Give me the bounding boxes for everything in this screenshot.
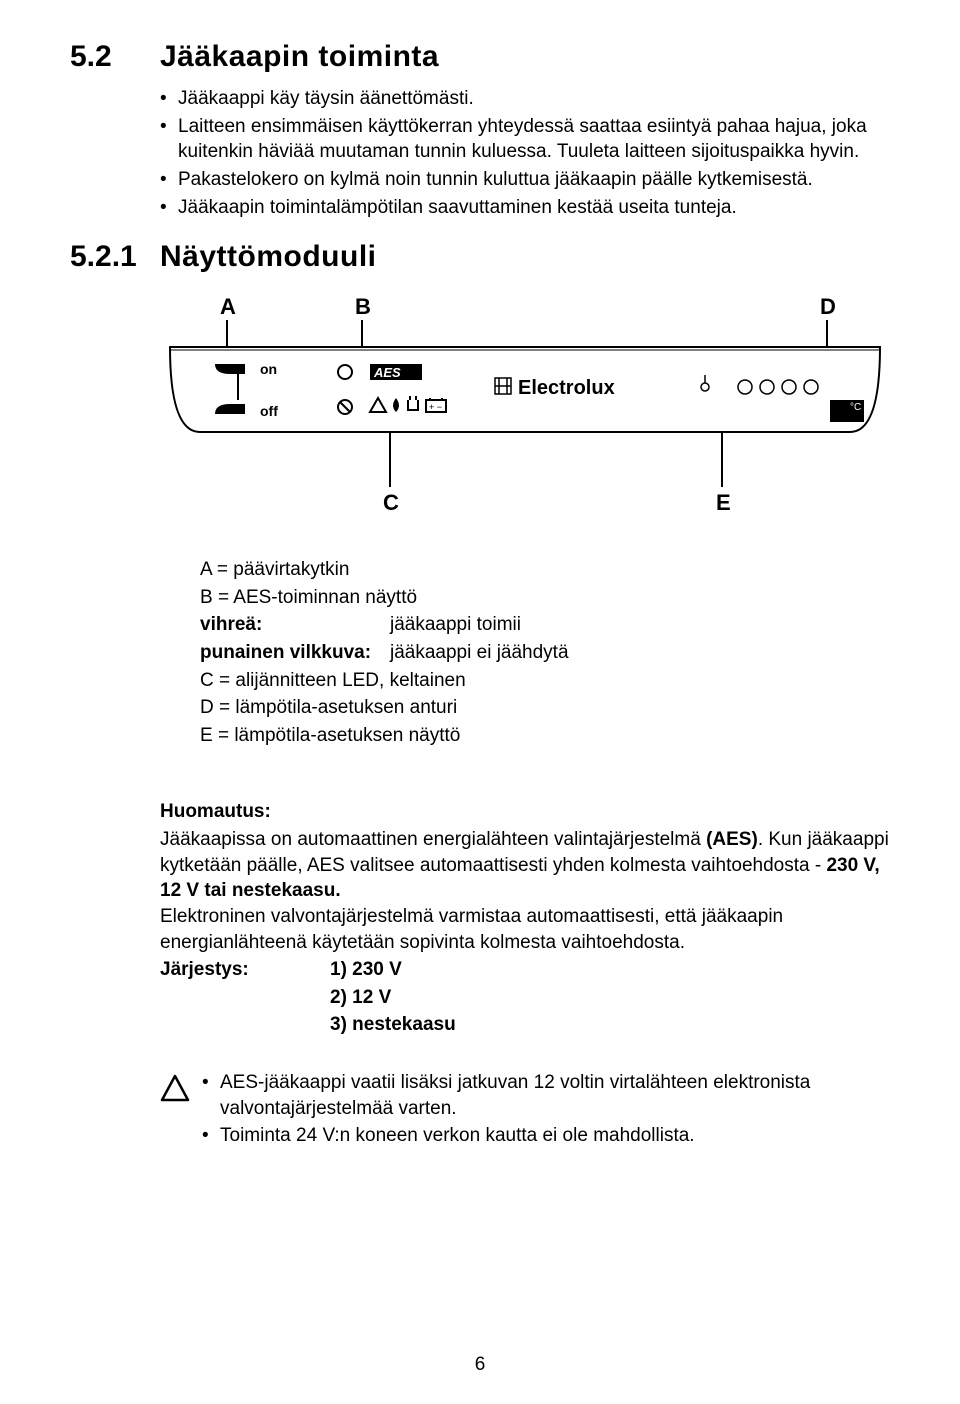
bullet-text: Jääkaapin toimintalämpötilan saavuttamin… — [178, 195, 737, 221]
label-d: D — [820, 294, 836, 319]
section-number: 5.2 — [70, 40, 160, 74]
note-p1a: Jääkaapissa on automaattinen energialäht… — [160, 829, 706, 850]
warning-triangle-icon — [160, 1070, 202, 1151]
svg-text:Electrolux: Electrolux — [518, 377, 615, 399]
bullet-item: • Pakastelokero on kylmä noin tunnin kul… — [160, 167, 890, 193]
order-1: 1) 230 V — [330, 957, 456, 983]
bullet-dot: • — [202, 1070, 220, 1121]
bullet-item: • Laitteen ensimmäisen käyttökerran yhte… — [160, 114, 890, 165]
warn-bullet: • AES-jääkaappi vaatii lisäksi jatkuvan … — [202, 1070, 890, 1121]
def-punainen-val: jääkaappi ei jäähdytä — [390, 640, 569, 667]
label-a: A — [220, 294, 236, 319]
svg-text:°C: °C — [850, 402, 861, 413]
warn-b2: Toiminta 24 V:n koneen verkon kautta ei … — [220, 1123, 695, 1149]
section-title: Jääkaapin toiminta — [160, 40, 439, 74]
definitions-list: A = päävirtakytkin B = AES-toiminnan näy… — [200, 557, 890, 749]
bullet-dot: • — [202, 1123, 220, 1149]
label-e: E — [716, 490, 731, 515]
def-vihrea-val: jääkaappi toimii — [390, 612, 521, 639]
bullet-text: Jääkaappi käy täysin äänettömästi. — [178, 86, 474, 112]
temp-display-icon: °C — [830, 400, 864, 422]
def-e: E = lämpötila-asetuksen näyttö — [200, 723, 890, 750]
bullet-text: Laitteen ensimmäisen käyttökerran yhteyd… — [178, 114, 890, 165]
note-p2: Elektroninen valvontajärjestelmä varmist… — [160, 904, 890, 955]
def-a: A = päävirtakytkin — [200, 557, 890, 584]
page-number: 6 — [0, 1354, 960, 1376]
bullet-item: • Jääkaapin toimintalämpötilan saavuttam… — [160, 195, 890, 221]
subsection-number: 5.2.1 — [70, 240, 160, 274]
def-b: B = AES-toiminnan näyttö — [200, 585, 890, 612]
order-label: Järjestys: — [160, 957, 330, 1040]
bullet-dot: • — [160, 167, 178, 193]
note-title: Huomautus: — [160, 799, 890, 825]
section-bullets: • Jääkaappi käy täysin äänettömästi. • L… — [160, 86, 890, 220]
def-d: D = lämpötila-asetuksen anturi — [200, 695, 890, 722]
warn-b1: AES-jääkaappi vaatii lisäksi jatkuvan 12… — [220, 1070, 890, 1121]
label-c: C — [383, 490, 399, 515]
off-label: off — [260, 403, 278, 419]
note-block: Huomautus: Jääkaapissa on automaattinen … — [160, 799, 890, 1040]
warn-bullet: • Toiminta 24 V:n koneen verkon kautta e… — [202, 1123, 890, 1149]
subsection-heading: 5.2.1 Näyttömoduuli — [70, 240, 890, 274]
section-heading: 5.2 Jääkaapin toiminta — [70, 40, 890, 74]
def-c: C = alijännitteen LED, keltainen — [200, 668, 890, 695]
order-items: 1) 230 V 2) 12 V 3) nestekaasu — [330, 957, 456, 1040]
bullet-dot: • — [160, 86, 178, 112]
note-p1: Jääkaapissa on automaattinen energialäht… — [160, 827, 890, 904]
bullet-dot: • — [160, 195, 178, 221]
bullet-item: • Jääkaappi käy täysin äänettömästi. — [160, 86, 890, 112]
panel-svg: A B D on off AES — [160, 292, 890, 522]
def-punainen: punainen vilkkuva: jääkaappi ei jäähdytä — [200, 640, 890, 667]
svg-text:AES: AES — [373, 365, 401, 380]
def-vihrea-key: vihreä: — [200, 612, 284, 639]
note-p1b: (AES) — [706, 829, 758, 850]
on-label: on — [260, 361, 277, 377]
bullet-dot: • — [160, 114, 178, 165]
control-panel-diagram: A B D on off AES — [160, 292, 890, 527]
order-block: Järjestys: 1) 230 V 2) 12 V 3) nestekaas… — [160, 957, 890, 1040]
warning-text: • AES-jääkaappi vaatii lisäksi jatkuvan … — [202, 1070, 890, 1151]
label-b: B — [355, 294, 371, 319]
svg-text:+ −: + − — [429, 402, 442, 412]
order-2: 2) 12 V — [330, 985, 456, 1011]
def-punainen-key: punainen vilkkuva: — [200, 640, 390, 667]
def-vihrea: vihreä: jääkaappi toimii — [200, 612, 890, 639]
bullet-text: Pakastelokero on kylmä noin tunnin kulut… — [178, 167, 813, 193]
subsection-title: Näyttömoduuli — [160, 240, 377, 274]
warning-block: • AES-jääkaappi vaatii lisäksi jatkuvan … — [160, 1070, 890, 1151]
aes-logo-icon: AES — [370, 364, 422, 380]
order-3: 3) nestekaasu — [330, 1012, 456, 1038]
